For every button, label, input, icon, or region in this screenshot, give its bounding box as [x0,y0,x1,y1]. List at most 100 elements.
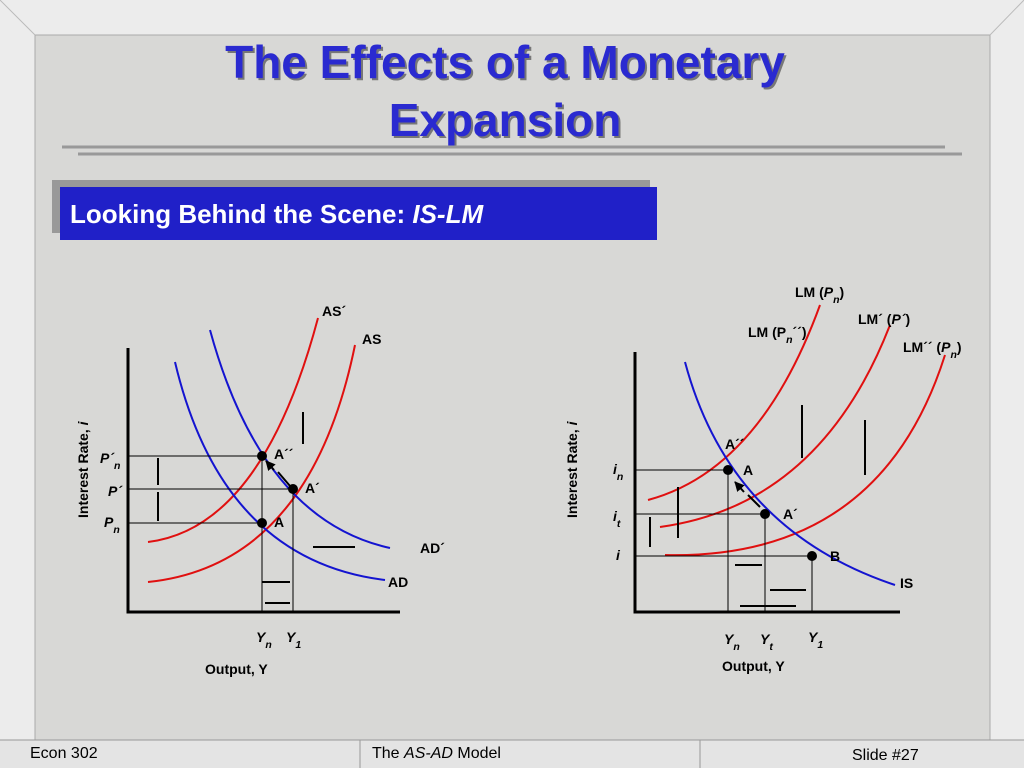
curve-label: LM´ (P´) [858,311,910,327]
point-label: A´ [305,480,320,496]
point-label: A´ [783,506,798,522]
text-part: The [372,745,404,762]
text-part: P [104,514,114,530]
axes [633,352,900,614]
text-part: AS-AD [403,745,453,762]
curve-label: IS [900,575,913,591]
x-label: Yt [760,631,773,653]
arrows [649,405,866,607]
text-part: ) [957,339,962,355]
text-part: LM (P [748,324,786,340]
text-part: Model [453,745,501,762]
text-part: Y [286,629,297,645]
curve-label: AD [388,574,408,590]
y-axis-title: Interest Rate, i [75,420,91,518]
footer-rules [0,739,1024,768]
footer-right: Slide #27 [852,747,919,764]
text-part: n [733,641,739,653]
text-part: Y [724,631,735,647]
y-label: Pn [104,514,120,536]
text-part: i [616,547,621,563]
text-part: i [613,461,618,477]
x-label: Yn [256,629,272,651]
point [807,551,817,561]
curve [647,304,821,501]
y-axis-title: Interest Rate, i [564,420,580,518]
footer: Econ 302 The AS-AD Model Slide #27 [0,739,1024,768]
curve-label: AD´ [420,540,445,556]
text-part: i [613,508,618,524]
text-part: P [824,284,834,300]
text-part: IS-LM [412,199,484,229]
y-label: P´n [100,450,120,472]
text-part: Interest Rate, [75,425,91,518]
text-part: t [769,641,773,653]
text-part: ) [905,311,910,327]
curve [659,324,891,528]
x-axis-title: Output, Y [205,661,268,677]
point [760,509,770,519]
curve-label: LM´´ (Pn) [903,339,962,361]
left-diagram: AS´ AS AD´ AD A´´ A´ A P´n P´ Pn Yn Y1 O… [75,303,445,677]
point-label: A [743,462,753,478]
point-label: A´´ [274,446,294,462]
text-part: Looking Behind the Scene: [70,199,412,229]
x-label: Y1 [808,629,823,651]
text-part: t [617,518,621,530]
footer-center: The AS-AD Model [372,745,501,762]
curve-label: LM (Pn´´) [748,324,807,346]
curve-label: AS [362,331,381,347]
curve [664,354,946,557]
text-part: n [617,471,623,483]
y-label: it [613,508,621,530]
text-part: Interest Rate, [564,425,580,518]
text-part: Y [808,629,819,645]
point-label: A´´ [725,436,745,452]
curve [174,361,386,581]
curve [209,329,391,549]
text-part: Y [760,631,771,647]
text-part: P´ [100,450,115,466]
text-part: ´´) [793,324,807,340]
text-part: LM´´ ( [903,339,941,355]
text-part: Y [256,629,267,645]
point [257,518,267,528]
right-diagram: LM (Pn) LM´ (P´) LM (Pn´´) LM´´ (Pn) IS … [564,284,962,674]
text-part: n [950,349,956,361]
axes [126,348,400,614]
text-part: 1 [295,639,301,651]
text-part: 1 [817,639,823,651]
text-part: P´ [891,311,906,327]
y-label: i [616,547,621,563]
curve [147,344,356,583]
point [257,451,267,461]
text-part: P´ [108,483,123,499]
text-part: LM ( [795,284,824,300]
curve-label: AS´ [322,303,346,319]
text-part: i [564,420,580,425]
arrows [157,412,355,604]
point [288,484,298,494]
text-part: P [941,339,951,355]
text-part: n [833,294,839,306]
x-label: Y1 [286,629,301,651]
title-line: Expansion [389,94,622,146]
y-label: in [613,461,623,483]
text-part: n [113,524,119,536]
guide [128,455,294,612]
curve [684,361,896,586]
text-part: n [114,460,120,472]
text-part: n [786,334,792,346]
curve-label: LM (Pn) [795,284,844,306]
x-axis-title: Output, Y [722,658,785,674]
subtitle-box [60,187,657,240]
footer-left: Econ 302 [30,745,98,762]
curve [147,317,319,543]
point-label: A [274,514,284,530]
text-part: ) [840,284,845,300]
text-part: n [265,639,271,651]
text-part: i [75,420,91,425]
title-line: The Effects of a Monetary [225,36,785,88]
